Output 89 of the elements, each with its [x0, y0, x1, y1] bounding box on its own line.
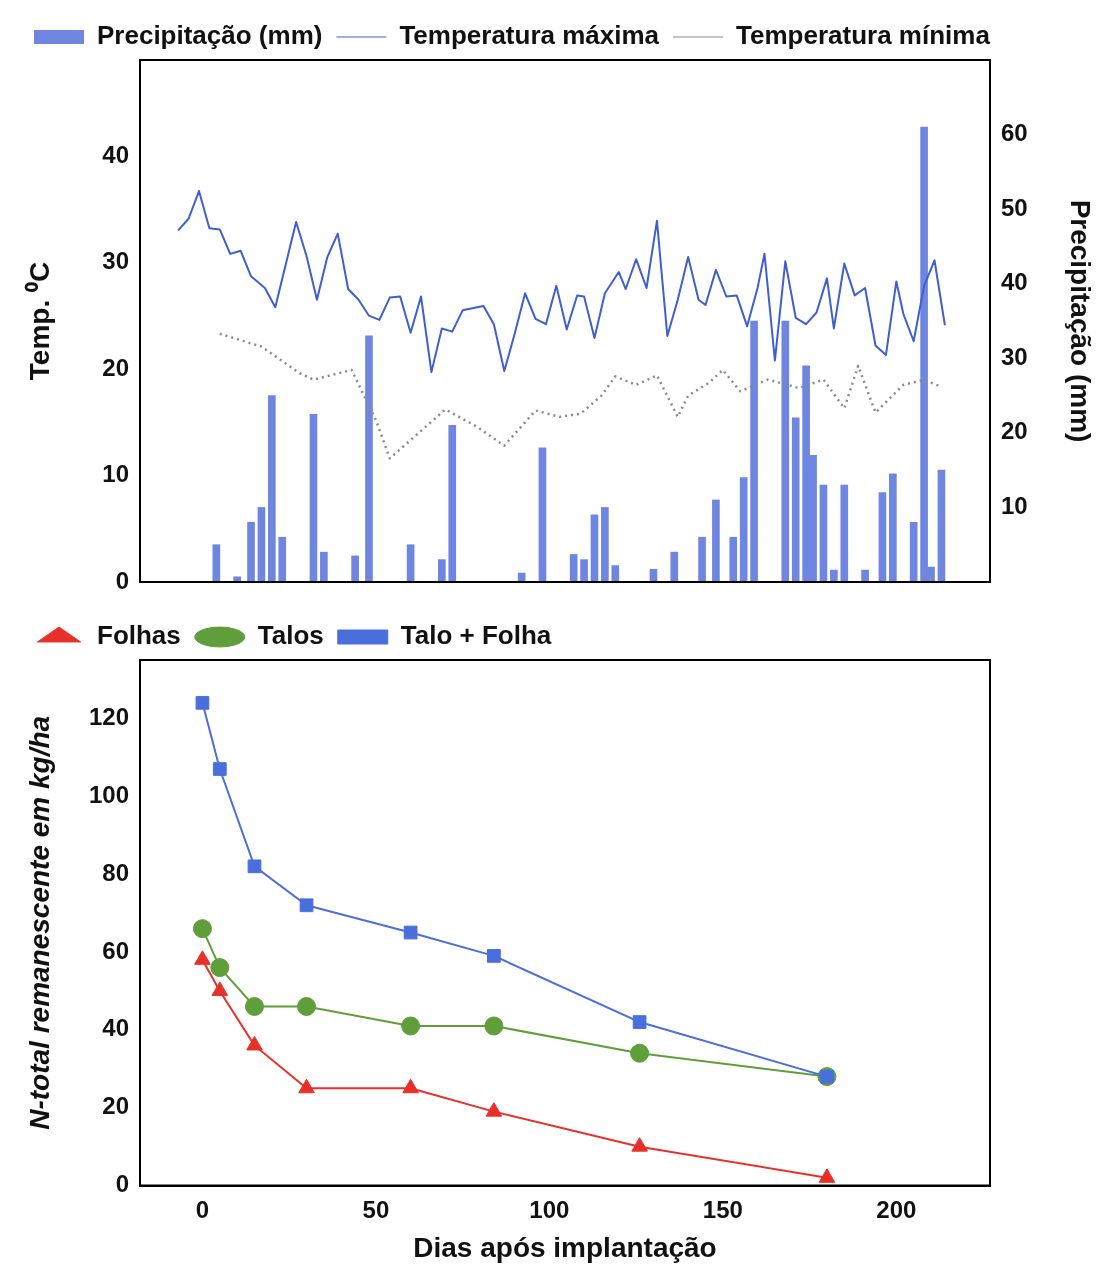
y-tick-label: 10 [102, 460, 129, 488]
x-tick-label: 50 [362, 1195, 390, 1223]
y-tick-label: 60 [102, 936, 129, 964]
point [485, 1102, 503, 1117]
y2-tick-label: 50 [1001, 193, 1028, 221]
y2-axis-title: Precipitação (mm) [1065, 199, 1097, 443]
point [195, 695, 210, 710]
bar [268, 395, 276, 582]
bar [448, 425, 457, 582]
point [401, 1016, 421, 1036]
bar [320, 551, 328, 582]
point [246, 1035, 263, 1051]
x-tick-label: 150 [702, 1195, 743, 1223]
point [211, 981, 229, 996]
bar [670, 551, 679, 582]
bar [909, 522, 918, 582]
bar [247, 522, 255, 582]
y-tick-label: 30 [102, 247, 129, 275]
y-tick-label: 40 [102, 1014, 129, 1042]
y-tick-label: 100 [88, 780, 129, 808]
y-tick-label: 20 [102, 1092, 129, 1120]
legend-label: Talos [257, 620, 324, 651]
bar [580, 559, 588, 582]
bar [729, 536, 738, 582]
y2-tick-label: 30 [1001, 342, 1028, 370]
legend-label: Folhas [97, 620, 181, 651]
bar [611, 565, 620, 582]
point [212, 762, 227, 776]
y-tick-label: 0 [115, 566, 129, 594]
y-tick-label: 0 [115, 1170, 129, 1198]
bar [365, 335, 373, 582]
y-tick-label: 80 [102, 858, 129, 886]
legend-label: Temperatura máxima [399, 20, 660, 51]
bar [830, 569, 838, 582]
point [487, 949, 501, 963]
point [484, 1016, 504, 1036]
point [402, 1078, 419, 1094]
bar [819, 484, 828, 582]
bar [212, 544, 221, 582]
bar [878, 492, 887, 582]
y2-tick-label: 20 [1001, 417, 1028, 445]
point [244, 997, 264, 1017]
bar [781, 320, 790, 582]
bar [840, 484, 849, 582]
point [194, 950, 211, 965]
bar [257, 507, 266, 582]
point [297, 997, 317, 1017]
legend-label: Talo + Folha [400, 620, 552, 651]
bar [233, 576, 241, 582]
bar [712, 499, 720, 582]
point [631, 1137, 648, 1152]
bar [750, 320, 758, 582]
bar [406, 544, 415, 582]
bar [937, 469, 946, 582]
bar [309, 413, 318, 582]
point [630, 1043, 650, 1063]
legend-label: Temperatura mínima [736, 20, 991, 51]
point [818, 1168, 836, 1183]
y-axis-title: Temp. ⁰C [23, 261, 55, 381]
bar [601, 507, 609, 582]
y-axis-title: N-total remanescente em kg/ha [23, 715, 55, 1130]
bar [278, 536, 287, 582]
bar [538, 447, 547, 582]
y2-tick-label: 60 [1001, 119, 1028, 147]
bar [861, 569, 869, 582]
bar [351, 555, 359, 582]
bar [698, 536, 706, 582]
point [299, 898, 314, 913]
bar [438, 559, 446, 582]
x-tick-label: 100 [529, 1195, 570, 1223]
y2-tick-label: 10 [1001, 492, 1028, 520]
point [210, 958, 230, 978]
bar [739, 477, 748, 582]
y2-tick-label: 40 [1001, 268, 1028, 296]
bar [889, 473, 897, 582]
x-tick-label: 0 [195, 1195, 210, 1223]
point [632, 1015, 647, 1029]
legend-label: Precipitação (mm) [97, 20, 323, 51]
y-tick-label: 20 [102, 353, 129, 381]
x-tick-label: 200 [876, 1195, 917, 1223]
point [192, 919, 212, 939]
bar [569, 554, 578, 582]
x-axis-title: Dias após implantação [413, 1231, 717, 1263]
y-tick-label: 120 [88, 703, 129, 731]
point [247, 859, 262, 874]
point [403, 925, 418, 940]
bar [791, 417, 800, 582]
point [298, 1078, 315, 1094]
y-tick-label: 40 [102, 140, 129, 168]
